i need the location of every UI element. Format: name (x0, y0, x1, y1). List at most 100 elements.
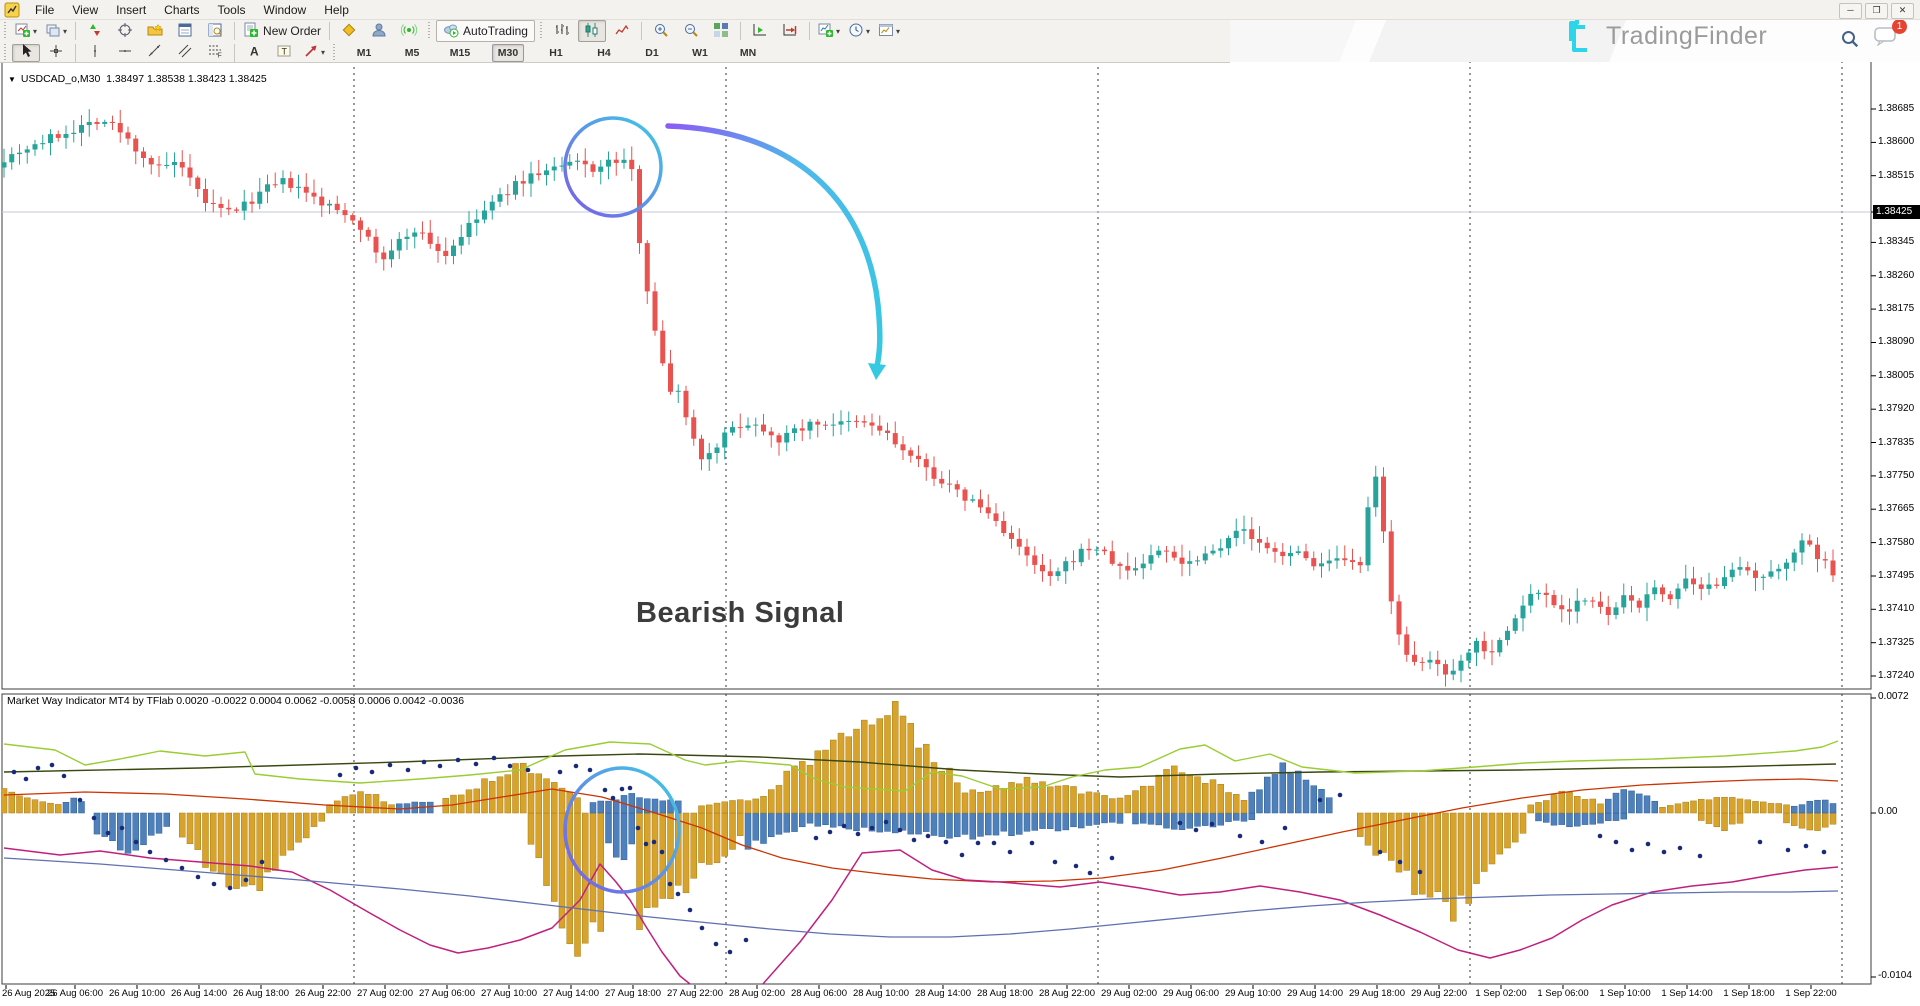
toolbar-drag-handle[interactable] (427, 22, 433, 40)
auto-scroll-button[interactable] (746, 20, 774, 42)
timeframe-d1[interactable]: D1 (645, 46, 659, 59)
toolbar-drag-handle[interactable] (3, 22, 8, 40)
candlestick-chart-button[interactable] (577, 20, 606, 42)
price-tick: 1.38175 (1878, 303, 1915, 314)
toolbar-drag-handle[interactable] (538, 22, 544, 40)
time-tick: 1 Sep 02:00 (1475, 988, 1527, 999)
community-button[interactable] (365, 20, 393, 42)
restore-button[interactable]: ❐ (1865, 3, 1888, 19)
trendline-tool[interactable] (141, 44, 169, 62)
toolbar-separator (739, 22, 741, 40)
fibonacci-retracement-tool[interactable]: F (201, 44, 229, 62)
time-tick: 1 Sep 10:00 (1599, 988, 1651, 999)
time-tick: 29 Aug 06:00 (1163, 988, 1219, 999)
market-watch-icon (87, 22, 103, 41)
dropdown-caret-icon[interactable]: ▾ (835, 26, 840, 36)
bid-price-tag: 1.38425 (1873, 205, 1920, 219)
vertical-line-tool[interactable] (81, 44, 109, 62)
toolbar-separator (75, 22, 77, 40)
timeframe-w1[interactable]: W1 (692, 46, 708, 59)
dropdown-caret-icon[interactable]: ▾ (321, 48, 326, 57)
time-tick: 28 Aug 06:00 (791, 988, 847, 999)
equidistant-channel-tool[interactable] (171, 44, 199, 62)
signals-button[interactable] (395, 20, 423, 42)
text-tool[interactable]: A (240, 44, 268, 62)
zoom-in-button[interactable] (647, 20, 675, 42)
menu-insert[interactable]: Insert (116, 2, 147, 17)
periods-button[interactable]: ▾ (845, 20, 873, 42)
metaeditor-button[interactable] (335, 20, 363, 42)
chart-shift-button[interactable] (776, 20, 804, 42)
timeframe-h4[interactable]: H4 (597, 46, 611, 59)
price-tick: 1.37920 (1878, 403, 1915, 414)
community-icon (371, 22, 387, 41)
data-window-button[interactable] (111, 20, 139, 42)
new-chart-button[interactable]: ▾ (12, 20, 40, 42)
toolbar-drag-handle[interactable] (3, 43, 8, 62)
market-watch-button[interactable] (81, 20, 109, 42)
arrows-icon (303, 43, 319, 62)
trendline-icon (147, 43, 163, 62)
time-tick: 29 Aug 14:00 (1287, 988, 1343, 999)
timeframe-m1[interactable]: M1 (356, 46, 372, 59)
menu-file[interactable]: File (35, 2, 55, 17)
horizontal-line-tool[interactable] (111, 44, 139, 62)
price-tick: 1.37495 (1878, 570, 1915, 581)
dropdown-caret-icon[interactable]: ▾ (63, 26, 68, 36)
templates-button[interactable]: ▾ (875, 20, 903, 42)
toolbar-separator (808, 22, 810, 40)
dropdown-caret-icon[interactable]: ▾ (866, 26, 871, 36)
new-order-button[interactable]: New Order (240, 20, 324, 42)
time-tick: 1 Sep 06:00 (1537, 988, 1589, 999)
crosshair-tool[interactable] (42, 44, 70, 62)
minimize-button[interactable]: ─ (1839, 3, 1862, 19)
bar-chart-icon (554, 22, 570, 41)
toolbar-separator (234, 22, 236, 40)
menu-charts[interactable]: Charts (164, 2, 200, 17)
timeframe-m30[interactable]: M30 (492, 43, 525, 62)
indicators-list-icon (818, 22, 834, 41)
price-tick: 1.37325 (1878, 637, 1915, 648)
fibonacci-retracement-icon: F (207, 43, 223, 62)
zoom-out-button[interactable] (677, 20, 705, 42)
bar-chart-button[interactable] (548, 20, 576, 42)
menu-help[interactable]: Help (324, 2, 349, 17)
indicator-scale-bottom: -0.0104 (1878, 970, 1912, 981)
cursor-tool[interactable] (12, 43, 40, 62)
new-order-icon (243, 22, 259, 41)
timeframe-h1[interactable]: H1 (549, 46, 563, 59)
menu-tools[interactable]: Tools (217, 2, 246, 17)
menu-view[interactable]: View (72, 2, 99, 17)
data-window-icon (117, 22, 133, 41)
navigator-button[interactable] (141, 20, 169, 42)
timeframe-m15[interactable]: M15 (449, 46, 471, 59)
timeframe-m5[interactable]: M5 (404, 46, 420, 59)
dropdown-caret-icon[interactable]: ▾ (33, 26, 38, 36)
price-tick: 1.38685 (1878, 103, 1915, 114)
arrows-tool[interactable]: ▾ (300, 44, 328, 62)
autotrading-button[interactable]: AutoTrading (436, 20, 535, 42)
search-icon (1842, 30, 1859, 47)
collapse-indicator-icon[interactable]: ▼ (8, 75, 16, 84)
profiles-button[interactable]: ▾ (42, 20, 70, 42)
templates-icon (878, 22, 894, 41)
close-button[interactable]: ✕ (1891, 3, 1914, 19)
periods-icon (848, 22, 864, 41)
tile-windows-button[interactable] (707, 20, 735, 42)
toolbar-drag-handle[interactable] (332, 43, 338, 62)
line-chart-button[interactable] (608, 20, 636, 42)
timeframe-mn[interactable]: MN (739, 46, 757, 59)
dropdown-caret-icon[interactable]: ▾ (896, 26, 901, 36)
time-tick: 28 Aug 18:00 (977, 988, 1033, 999)
time-axis[interactable]: 26 Aug 2025 26 Aug 06:00 26 Aug 10:00 26 Au… (0, 988, 1920, 1005)
auto-scroll-icon (752, 22, 768, 41)
candlestick-chart-icon (584, 22, 600, 41)
terminal-button[interactable] (171, 20, 199, 42)
time-tick: 1 Sep 18:00 (1723, 988, 1775, 999)
strategy-tester-button[interactable] (201, 20, 229, 42)
indicators-list-button[interactable]: ▾ (815, 20, 843, 42)
text-label-tool[interactable]: T (270, 44, 298, 62)
menu-window[interactable]: Window (263, 2, 307, 17)
navigator-icon (147, 22, 163, 41)
